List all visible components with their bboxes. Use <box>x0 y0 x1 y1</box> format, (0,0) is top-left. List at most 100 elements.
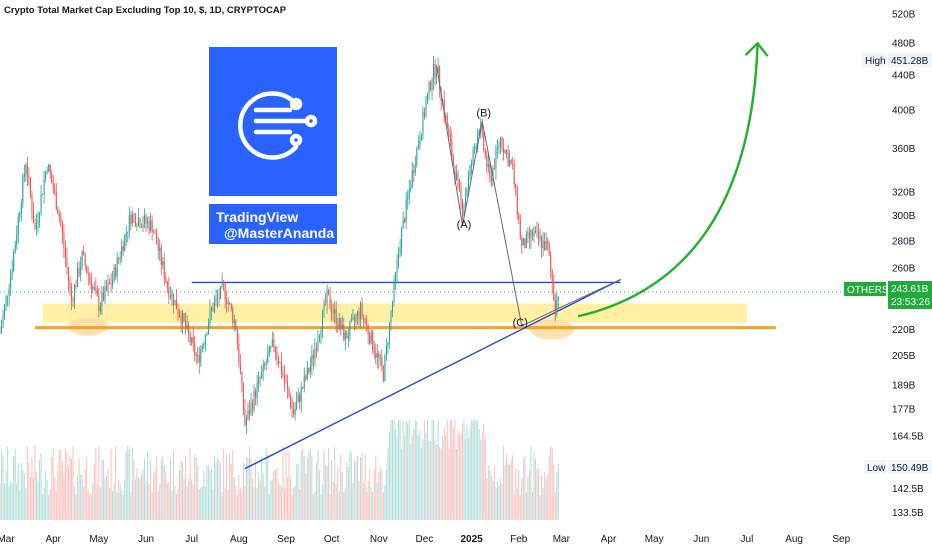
candle-body <box>291 407 293 408</box>
candle-body <box>227 302 229 305</box>
volume-bar <box>256 488 258 520</box>
volume-bar <box>217 458 219 520</box>
candle-body <box>210 307 212 310</box>
candle-body <box>66 258 68 268</box>
candle-body <box>405 199 407 223</box>
candle-body <box>537 231 540 240</box>
candle-body <box>283 375 286 382</box>
volume-bar <box>390 420 392 520</box>
candle-body <box>350 318 352 322</box>
candle-body <box>95 288 97 291</box>
candle-body <box>148 221 150 231</box>
candle-body <box>461 199 464 217</box>
candle-body <box>200 349 202 363</box>
candle-body <box>439 67 441 90</box>
candle-body <box>52 183 54 191</box>
volume-bar <box>507 463 509 520</box>
candle-body <box>414 164 416 173</box>
candle-body <box>451 140 453 158</box>
price-tick-label: 133.5B <box>892 508 924 519</box>
candle-body <box>452 157 454 166</box>
candle-body <box>185 320 187 329</box>
time-axis[interactable]: Mar Apr May Jun Jul Aug Sep Oct Nov Dec 2025 Feb Mar… <box>0 534 851 545</box>
candle-body <box>464 195 467 206</box>
volume-bar <box>499 477 502 520</box>
candle-body <box>139 218 141 227</box>
volume-bar <box>530 446 532 520</box>
candle-body <box>533 232 535 237</box>
volume-bar <box>394 429 397 520</box>
candle-body <box>75 285 77 287</box>
candlestick-series[interactable] <box>0 55 559 435</box>
volume-bar <box>455 448 457 520</box>
candle-body <box>130 215 132 224</box>
volume-bar <box>277 482 279 520</box>
volume-bar <box>96 484 98 520</box>
volume-bar <box>475 420 477 520</box>
volume-bar <box>130 491 132 520</box>
volume-bar <box>69 455 71 520</box>
volume-bars <box>0 420 559 520</box>
volume-bar <box>279 484 281 520</box>
candle-body <box>188 324 190 334</box>
volume-bar <box>227 490 229 520</box>
candle-body <box>541 236 543 248</box>
price-tick-label: 189B <box>892 381 916 392</box>
volume-bar <box>443 427 445 520</box>
candle-body <box>119 257 121 259</box>
volume-bar <box>247 458 249 520</box>
volume-bar <box>273 470 275 520</box>
candle-body <box>344 332 346 341</box>
volume-bar <box>512 455 514 520</box>
volume-bar <box>387 448 389 520</box>
volume-bar <box>172 451 174 520</box>
candle-body <box>223 283 225 285</box>
volume-bar <box>550 446 552 520</box>
volume-bar <box>325 465 327 520</box>
volume-bar <box>37 481 39 520</box>
volume-bar <box>143 458 146 520</box>
time-tick-label: May <box>645 534 664 545</box>
candle-body <box>388 322 390 344</box>
candle-body <box>78 268 80 275</box>
price-tick-label: 142.5B <box>892 484 924 495</box>
candle-body <box>157 244 159 251</box>
volume-bar <box>457 430 459 520</box>
candle-body <box>343 324 345 341</box>
candle-body <box>417 145 419 148</box>
candle-body <box>239 363 241 373</box>
candle-body <box>407 196 409 200</box>
candle-body <box>104 286 106 301</box>
volume-bar <box>31 458 33 520</box>
candle-body <box>490 176 492 182</box>
volume-bar <box>373 469 375 520</box>
volume-bar <box>116 492 118 520</box>
volume-bar <box>480 439 482 520</box>
candle-body <box>544 240 546 251</box>
volume-bar <box>104 478 106 520</box>
candle-body <box>445 115 447 117</box>
volume-bar <box>521 477 523 520</box>
volume-bar <box>178 470 181 520</box>
candle-body <box>416 147 418 165</box>
volume-bar <box>13 456 15 520</box>
volume-bar <box>7 446 9 520</box>
volume-bar <box>331 460 333 520</box>
candle-body <box>326 289 328 304</box>
candle-body <box>356 311 359 317</box>
volume-bar <box>25 488 27 520</box>
volume-bar <box>317 449 319 520</box>
candle-body <box>454 165 456 180</box>
volume-bar <box>142 469 144 520</box>
volume-bar <box>533 451 535 520</box>
candle-body <box>28 176 30 178</box>
volume-bar <box>547 475 549 520</box>
low-label: Low <box>867 463 886 474</box>
volume-bar <box>478 428 480 520</box>
volume-bar <box>484 437 486 520</box>
candle-body <box>443 100 445 116</box>
candle-body <box>134 215 136 226</box>
candle-body <box>43 179 45 195</box>
logo-node-1 <box>289 97 303 111</box>
